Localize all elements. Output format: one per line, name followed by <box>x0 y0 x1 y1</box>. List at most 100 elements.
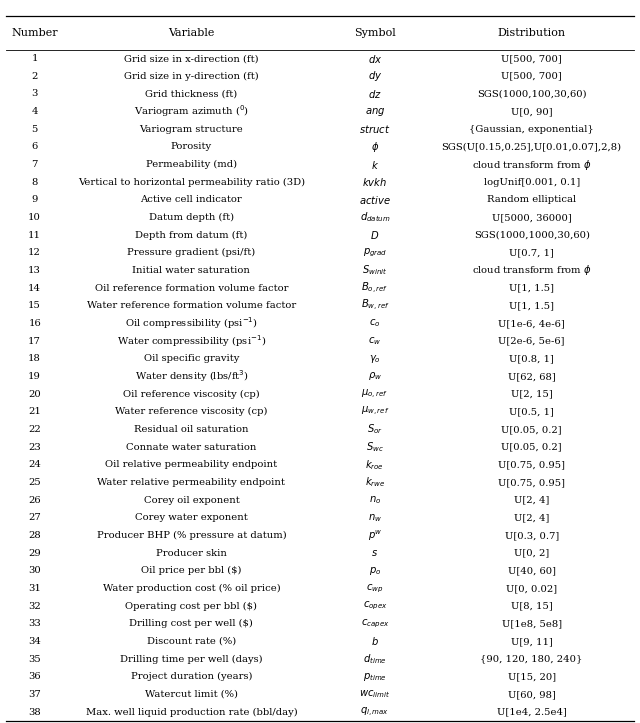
Text: $wc_{\mathit{limit}}$: $wc_{\mathit{limit}}$ <box>359 688 390 701</box>
Text: logUnif[0.001, 0.1]: logUnif[0.001, 0.1] <box>484 178 580 187</box>
Text: U[1e-6, 4e-6]: U[1e-6, 4e-6] <box>499 319 565 328</box>
Text: Variogram azimuth ($^{0}$): Variogram azimuth ($^{0}$) <box>134 103 249 119</box>
Text: Variogram structure: Variogram structure <box>140 124 243 134</box>
Text: U[500, 700]: U[500, 700] <box>501 54 562 63</box>
Text: U[9, 11]: U[9, 11] <box>511 637 552 646</box>
Text: U[0.75, 0.95]: U[0.75, 0.95] <box>498 461 565 469</box>
Text: 4: 4 <box>31 107 38 116</box>
Text: U[0.7, 1]: U[0.7, 1] <box>509 248 554 257</box>
Text: $n_{w}$: $n_{w}$ <box>368 512 382 523</box>
Text: Corey oil exponent: Corey oil exponent <box>143 495 239 505</box>
Text: Symbol: Symbol <box>354 27 396 38</box>
Text: Oil reference viscosity (cp): Oil reference viscosity (cp) <box>123 390 260 398</box>
Text: Active cell indicator: Active cell indicator <box>141 195 243 205</box>
Text: cloud transform from $\phi$: cloud transform from $\phi$ <box>472 158 591 171</box>
Text: 31: 31 <box>28 584 41 593</box>
Text: U[2, 15]: U[2, 15] <box>511 390 552 398</box>
Text: U[0.3, 0.7]: U[0.3, 0.7] <box>504 531 559 540</box>
Text: Permeability (md): Permeability (md) <box>146 160 237 169</box>
Text: $dy$: $dy$ <box>368 69 382 83</box>
Text: U[62, 68]: U[62, 68] <box>508 372 556 381</box>
Text: 9: 9 <box>31 195 38 205</box>
Text: U[8, 15]: U[8, 15] <box>511 602 552 610</box>
Text: $p_{o}$: $p_{o}$ <box>369 565 381 577</box>
Text: 3: 3 <box>31 90 38 98</box>
Text: Water production cost (% oil price): Water production cost (% oil price) <box>102 583 280 593</box>
Text: cloud transform from $\phi$: cloud transform from $\phi$ <box>472 263 591 278</box>
Text: Max. well liquid production rate (bbl/day): Max. well liquid production rate (bbl/da… <box>86 707 298 716</box>
Text: Drilling time per well (days): Drilling time per well (days) <box>120 654 263 664</box>
Text: $p_{\mathit{time}}$: $p_{\mathit{time}}$ <box>363 671 387 683</box>
Text: Operating cost per bbl ($): Operating cost per bbl ($) <box>125 602 257 611</box>
Text: 1: 1 <box>31 54 38 63</box>
Text: Grid size in x-direction (ft): Grid size in x-direction (ft) <box>124 54 259 63</box>
Text: 24: 24 <box>28 461 41 469</box>
Text: U[5000, 36000]: U[5000, 36000] <box>492 213 572 222</box>
Text: 6: 6 <box>31 142 38 151</box>
Text: 2: 2 <box>31 72 38 81</box>
Text: 36: 36 <box>28 672 41 681</box>
Text: 28: 28 <box>28 531 41 540</box>
Text: 10: 10 <box>28 213 41 222</box>
Text: $c_{\mathit{capex}}$: $c_{\mathit{capex}}$ <box>360 617 389 630</box>
Text: Pressure gradient (psi/ft): Pressure gradient (psi/ft) <box>127 248 255 257</box>
Text: U[0.05, 0.2]: U[0.05, 0.2] <box>501 442 562 452</box>
Text: $p_{\mathit{grad}}$: $p_{\mathit{grad}}$ <box>363 247 387 259</box>
Text: $struct$: $struct$ <box>359 123 390 135</box>
Text: 5: 5 <box>31 124 38 134</box>
Text: Initial water saturation: Initial water saturation <box>132 266 250 275</box>
Text: $\mu_{\mathit{w,ref}}$: $\mu_{\mathit{w,ref}}$ <box>361 405 389 419</box>
Text: $c_{\mathit{opex}}$: $c_{\mathit{opex}}$ <box>362 600 387 612</box>
Text: 27: 27 <box>28 513 41 522</box>
Text: {Gaussian, exponential}: {Gaussian, exponential} <box>469 124 594 134</box>
Text: $\mu_{\mathit{o,ref}}$: $\mu_{\mathit{o,ref}}$ <box>362 388 388 401</box>
Text: $B_{\mathit{w,ref}}$: $B_{\mathit{w,ref}}$ <box>360 299 389 313</box>
Text: 34: 34 <box>28 637 41 646</box>
Text: $dz$: $dz$ <box>368 88 382 100</box>
Text: SGS(1000,1000,30,60): SGS(1000,1000,30,60) <box>474 231 589 240</box>
Text: 30: 30 <box>28 566 41 576</box>
Text: $dx$: $dx$ <box>368 53 382 64</box>
Text: Oil reference formation volume factor: Oil reference formation volume factor <box>95 283 288 293</box>
Text: U[2, 4]: U[2, 4] <box>514 495 549 505</box>
Text: U[40, 60]: U[40, 60] <box>508 566 556 576</box>
Text: $active$: $active$ <box>359 194 391 206</box>
Text: $b$: $b$ <box>371 636 379 647</box>
Text: Depth from datum (ft): Depth from datum (ft) <box>135 231 248 240</box>
Text: Residual oil saturation: Residual oil saturation <box>134 425 249 434</box>
Text: 23: 23 <box>28 442 41 452</box>
Text: $S_{\mathit{wc}}$: $S_{\mathit{wc}}$ <box>366 440 384 454</box>
Text: 8: 8 <box>31 178 38 187</box>
Text: Water reference formation volume factor: Water reference formation volume factor <box>87 301 296 310</box>
Text: $B_{\mathit{o,ref}}$: $B_{\mathit{o,ref}}$ <box>361 281 388 296</box>
Text: Grid size in y-direction (ft): Grid size in y-direction (ft) <box>124 72 259 81</box>
Text: $k_{\mathit{rwe}}$: $k_{\mathit{rwe}}$ <box>365 476 385 489</box>
Text: $S_{\mathit{winit}}$: $S_{\mathit{winit}}$ <box>362 264 388 278</box>
Text: Oil price per bbl ($): Oil price per bbl ($) <box>141 566 242 576</box>
Text: U[2, 4]: U[2, 4] <box>514 513 549 522</box>
Text: Connate water saturation: Connate water saturation <box>126 442 257 452</box>
Text: Oil relative permeability endpoint: Oil relative permeability endpoint <box>106 461 278 469</box>
Text: 18: 18 <box>28 354 41 363</box>
Text: $s$: $s$ <box>371 548 378 558</box>
Text: U[1e4, 2.5e4]: U[1e4, 2.5e4] <box>497 708 566 716</box>
Text: 15: 15 <box>28 301 41 310</box>
Text: Producer skin: Producer skin <box>156 549 227 557</box>
Text: U[0.05, 0.2]: U[0.05, 0.2] <box>501 425 562 434</box>
Text: Oil compressibility (psi$^{-1}$): Oil compressibility (psi$^{-1}$) <box>125 315 258 331</box>
Text: 20: 20 <box>28 390 41 398</box>
Text: U[60, 98]: U[60, 98] <box>508 690 556 699</box>
Text: 32: 32 <box>28 602 41 610</box>
Text: 38: 38 <box>28 708 41 716</box>
Text: Water density (lbs/ft$^{3}$): Water density (lbs/ft$^{3}$) <box>134 369 248 385</box>
Text: $c_{w}$: $c_{w}$ <box>368 335 381 347</box>
Text: U[500, 700]: U[500, 700] <box>501 72 562 81</box>
Text: 19: 19 <box>28 372 41 381</box>
Text: $\phi$: $\phi$ <box>371 140 379 154</box>
Text: Water compressibility (psi$^{-1}$): Water compressibility (psi$^{-1}$) <box>117 333 266 349</box>
Text: $\gamma_{o}$: $\gamma_{o}$ <box>369 353 381 365</box>
Text: Oil specific gravity: Oil specific gravity <box>144 354 239 363</box>
Text: Corey water exponent: Corey water exponent <box>135 513 248 522</box>
Text: 37: 37 <box>28 690 41 699</box>
Text: $ang$: $ang$ <box>365 106 385 118</box>
